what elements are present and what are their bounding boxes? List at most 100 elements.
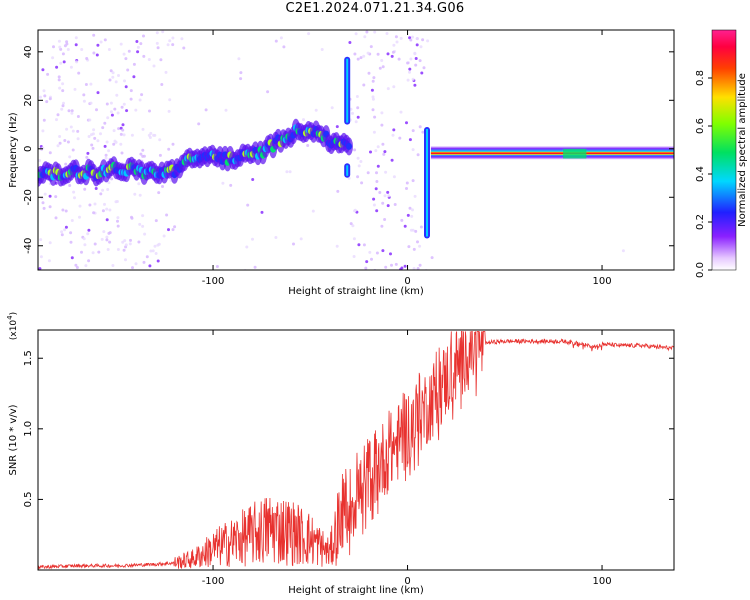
noise-dot (353, 148, 357, 152)
noise-dot (71, 129, 75, 133)
noise-dot (421, 38, 425, 42)
noise-dot (114, 140, 118, 144)
noise-dot (405, 121, 408, 125)
colorbar-tick-label: 0.2 (695, 214, 706, 230)
noise-dot (80, 250, 83, 254)
noise-dot (82, 93, 86, 97)
noise-dot (71, 148, 75, 152)
noise-dot (154, 219, 158, 223)
noise-dot (409, 228, 413, 232)
noise-dot (116, 216, 120, 220)
noise-dot (107, 181, 111, 185)
spectrogram-y-tick-label: -20 (23, 189, 34, 205)
noise-dot (111, 264, 115, 267)
noise-dot (405, 181, 409, 185)
noise-dot (107, 149, 111, 153)
noise-dot (106, 188, 110, 191)
noise-dot (351, 111, 354, 115)
noise-dot (83, 187, 87, 191)
noise-dot (335, 244, 339, 248)
noise-dot (418, 263, 422, 267)
noise-dot (90, 143, 94, 147)
noise-dot (41, 129, 45, 133)
noise-dot (86, 232, 90, 236)
noise-dot (381, 65, 385, 69)
noise-dot (48, 205, 52, 209)
noise-dot (371, 95, 375, 99)
noise-dot (384, 170, 388, 174)
noise-dot (54, 216, 58, 220)
noise-dot (359, 56, 363, 60)
noise-dot (164, 70, 168, 74)
noise-dot (381, 201, 385, 205)
noise-dot (274, 39, 278, 43)
noise-dot (407, 245, 411, 249)
noise-dot (60, 233, 64, 237)
colorbar-tick-label: 0.4 (695, 166, 706, 182)
snr-plot-area (38, 331, 674, 570)
noise-dot (91, 146, 95, 150)
noise-dot (119, 142, 123, 146)
noise-dot (111, 75, 115, 79)
noise-dot (215, 265, 219, 268)
noise-dot (72, 190, 76, 194)
noise-dot (93, 242, 97, 246)
noise-dot (134, 262, 138, 266)
noise-dot (354, 32, 358, 36)
noise-dot (366, 51, 370, 55)
burst-core (346, 165, 349, 176)
noise-dot (371, 97, 375, 101)
noise-dot (408, 138, 412, 142)
snr-x-ticks: -100 0 100 (202, 330, 612, 587)
noise-dot (64, 225, 68, 229)
colorbar: 0.0 0.2 0.4 0.6 0.8 Normalized spectral ampl… (695, 29, 748, 278)
noise-dot (160, 83, 164, 86)
noise-dot (69, 65, 73, 69)
noise-dot (274, 236, 278, 239)
noise-dot (349, 107, 353, 111)
noise-dot (171, 36, 175, 40)
noise-dot (152, 64, 156, 68)
noise-dot (135, 40, 139, 43)
noise-dot (356, 57, 360, 61)
noise-dot (78, 204, 82, 208)
noise-dot (100, 237, 104, 241)
noise-dot (362, 54, 366, 58)
noise-dot (92, 211, 96, 215)
noise-dot (330, 106, 334, 110)
noise-dot (383, 150, 387, 154)
noise-dot (85, 57, 89, 60)
noise-dot (395, 40, 399, 44)
noise-dot (69, 240, 73, 244)
noise-dot (91, 251, 95, 255)
noise-dot (48, 151, 52, 155)
noise-dot (131, 266, 134, 270)
noise-dot (376, 145, 380, 149)
noise-dot (168, 39, 172, 43)
noise-dot (349, 222, 353, 226)
noise-dot (400, 218, 404, 222)
noise-dot (47, 259, 51, 263)
noise-dot (136, 50, 140, 54)
noise-dot (132, 75, 136, 79)
noise-dot (353, 52, 357, 56)
noise-dot (376, 164, 380, 168)
noise-dot (221, 181, 225, 185)
spectrogram-x-tick-label: 100 (592, 276, 611, 287)
noise-dot (57, 75, 61, 79)
noise-dot (406, 78, 410, 82)
noise-dot (147, 58, 151, 61)
noise-dot (139, 152, 143, 156)
noise-dot (380, 123, 384, 127)
noise-dot (405, 187, 408, 190)
noise-dot (302, 118, 305, 122)
noise-dot (307, 32, 311, 36)
noise-dot (372, 76, 376, 80)
noise-dot (101, 188, 105, 192)
noise-dot (392, 175, 396, 179)
noise-dot (61, 82, 65, 86)
snr-x-tick-label: 100 (592, 576, 611, 587)
noise-dot (391, 133, 395, 137)
noise-dot (99, 40, 103, 44)
noise-dot (363, 35, 367, 39)
